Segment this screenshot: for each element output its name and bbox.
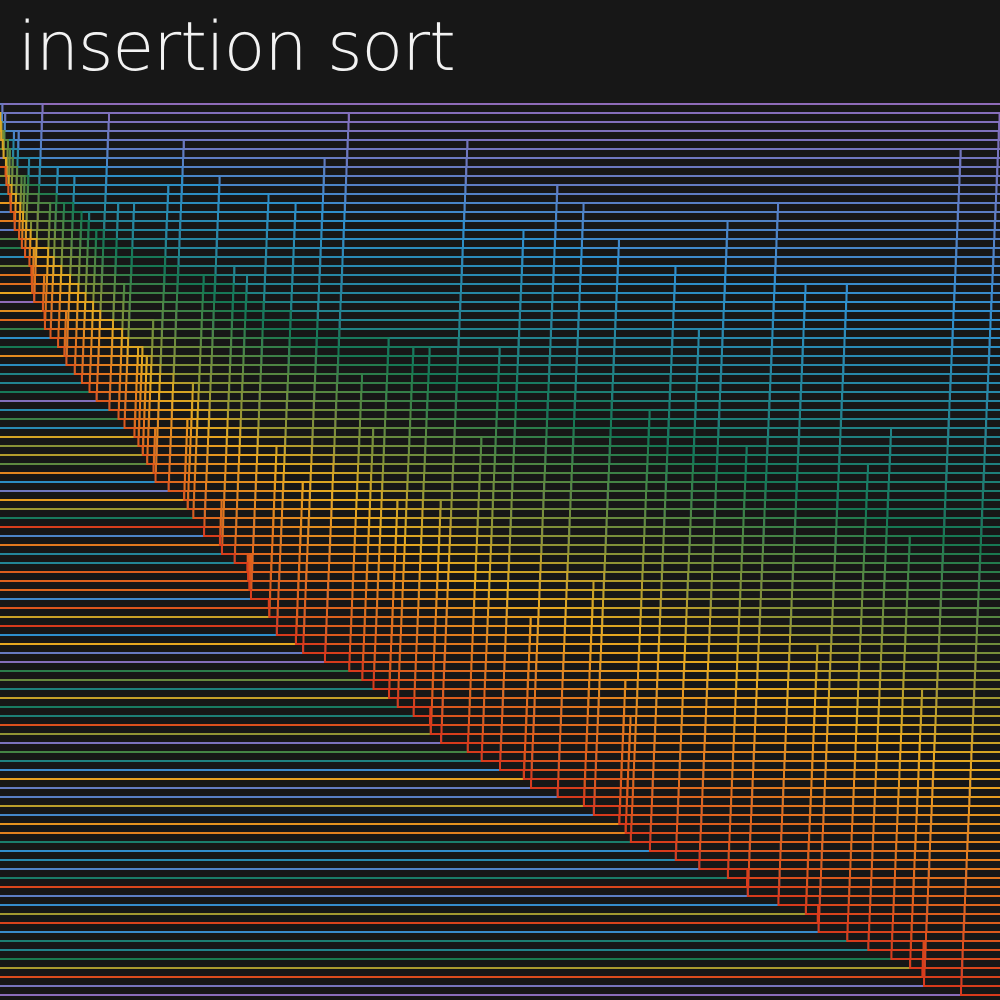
- element-line: [0, 526, 1000, 987]
- element-line: [0, 274, 1000, 825]
- element-line: [0, 310, 1000, 897]
- element-line: [0, 193, 1000, 807]
- element-line: [0, 499, 1000, 870]
- sort-lines: [0, 103, 1000, 996]
- element-line: [0, 175, 1000, 564]
- element-line: [0, 157, 1000, 663]
- element-line: [0, 112, 1000, 267]
- element-line: [0, 625, 1000, 996]
- element-line: [0, 220, 1000, 654]
- element-line: [0, 310, 1000, 834]
- element-line: [0, 427, 1000, 843]
- element-line: [0, 553, 1000, 915]
- element-line: [0, 148, 1000, 411]
- element-line: [0, 211, 1000, 861]
- element-line: [0, 274, 1000, 888]
- element-line: [0, 130, 1000, 618]
- element-line: [0, 706, 1000, 951]
- title: insertion sort: [18, 8, 455, 87]
- element-line: [0, 139, 1000, 402]
- element-line: [0, 166, 1000, 933]
- element-line: [0, 553, 1000, 924]
- element-line: [0, 175, 1000, 609]
- element-line: [0, 121, 1000, 645]
- element-line: [0, 247, 1000, 780]
- element-line: [0, 553, 1000, 906]
- element-line: [0, 265, 1000, 879]
- element-line: [0, 598, 1000, 942]
- element-line: [0, 103, 1000, 186]
